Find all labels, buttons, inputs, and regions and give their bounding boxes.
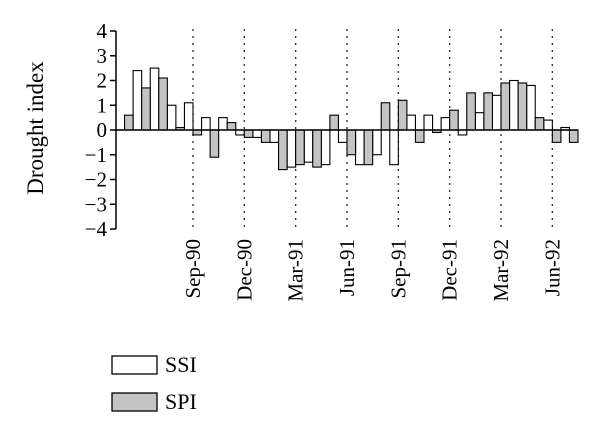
bars — [116, 68, 578, 169]
legend-label-ssi: SSI — [165, 352, 197, 377]
bar-spi-may-90 — [125, 115, 134, 130]
y-axis-title: Drought index — [23, 61, 48, 195]
bar-spi-jul-92 — [569, 130, 578, 142]
bar-spi-feb-92 — [484, 93, 493, 130]
bar-spi-jan-92 — [467, 93, 476, 130]
bar-spi-may-91 — [330, 115, 339, 130]
x-tick-label: Jun-91 — [335, 239, 359, 296]
bar-spi-aug-91 — [381, 103, 390, 130]
bar-ssi-apr-92 — [510, 81, 519, 131]
y-tick-label: −2 — [85, 168, 107, 192]
bar-spi-jun-91 — [347, 130, 356, 155]
bar-spi-apr-91 — [313, 130, 322, 167]
x-tick-label: Sep-90 — [181, 239, 205, 299]
y-tick-label: −4 — [85, 217, 108, 241]
bar-ssi-nov-90 — [219, 118, 228, 130]
bar-spi-oct-91 — [415, 130, 424, 142]
bar-ssi-oct-90 — [202, 118, 211, 130]
bar-spi-mar-92 — [501, 83, 510, 130]
legend-swatch-spi — [112, 393, 157, 411]
legend: SSI SPI — [112, 352, 197, 414]
bar-spi-jun-90 — [142, 88, 151, 130]
bar-ssi-apr-91 — [304, 130, 313, 162]
bar-spi-jan-91 — [261, 130, 270, 142]
x-tick-label: Dec-91 — [438, 239, 462, 301]
x-tick-label: Mar-92 — [489, 239, 513, 302]
bar-spi-jun-92 — [552, 130, 561, 142]
bar-ssi-jun-92 — [544, 120, 553, 130]
bar-spi-jul-91 — [364, 130, 373, 165]
x-tick-label: Dec-90 — [232, 239, 256, 301]
y-tick-label: 4 — [97, 19, 108, 43]
bar-spi-mar-91 — [296, 130, 305, 165]
bar-ssi-mar-91 — [287, 130, 296, 167]
bar-spi-may-92 — [535, 118, 544, 130]
bar-ssi-oct-91 — [407, 115, 416, 130]
y-tick-label: 1 — [97, 93, 108, 117]
bar-ssi-sep-91 — [390, 130, 399, 165]
axes — [110, 31, 578, 229]
bar-ssi-jan-91 — [253, 130, 262, 137]
bar-ssi-aug-90 — [167, 105, 176, 130]
y-tick-label: 2 — [97, 69, 108, 93]
bar-ssi-jul-90 — [150, 68, 159, 130]
bar-spi-sep-91 — [398, 100, 407, 130]
bar-ssi-dec-91 — [441, 118, 450, 130]
x-tick-label: Jun-92 — [540, 239, 564, 296]
bar-ssi-aug-91 — [373, 130, 382, 155]
x-tick-label: Sep-91 — [386, 239, 410, 299]
bar-spi-oct-90 — [210, 130, 219, 157]
bar-ssi-feb-91 — [270, 130, 279, 142]
bar-ssi-mar-92 — [492, 95, 501, 130]
bar-ssi-jul-91 — [356, 130, 365, 165]
bar-ssi-jun-91 — [338, 130, 347, 142]
y-tick-label: 0 — [97, 118, 108, 142]
bar-ssi-jun-90 — [133, 71, 142, 130]
bar-ssi-feb-92 — [475, 113, 484, 130]
y-tick-label: −3 — [85, 192, 107, 216]
bar-spi-apr-92 — [518, 83, 527, 130]
bar-spi-nov-90 — [227, 123, 236, 130]
bar-ssi-may-91 — [321, 130, 330, 165]
bar-spi-dec-90 — [244, 130, 253, 137]
legend-swatch-ssi — [112, 356, 157, 374]
legend-label-spi: SPI — [165, 389, 197, 414]
bar-spi-jul-90 — [159, 78, 168, 130]
x-tick-label: Mar-91 — [284, 239, 308, 302]
bar-spi-feb-91 — [279, 130, 288, 170]
y-tick-label: −1 — [85, 143, 107, 167]
bar-ssi-may-92 — [527, 85, 536, 130]
bar-ssi-sep-90 — [184, 103, 193, 130]
y-tick-label: 3 — [97, 44, 108, 68]
bar-ssi-nov-91 — [424, 115, 433, 130]
bar-spi-dec-91 — [450, 110, 459, 130]
